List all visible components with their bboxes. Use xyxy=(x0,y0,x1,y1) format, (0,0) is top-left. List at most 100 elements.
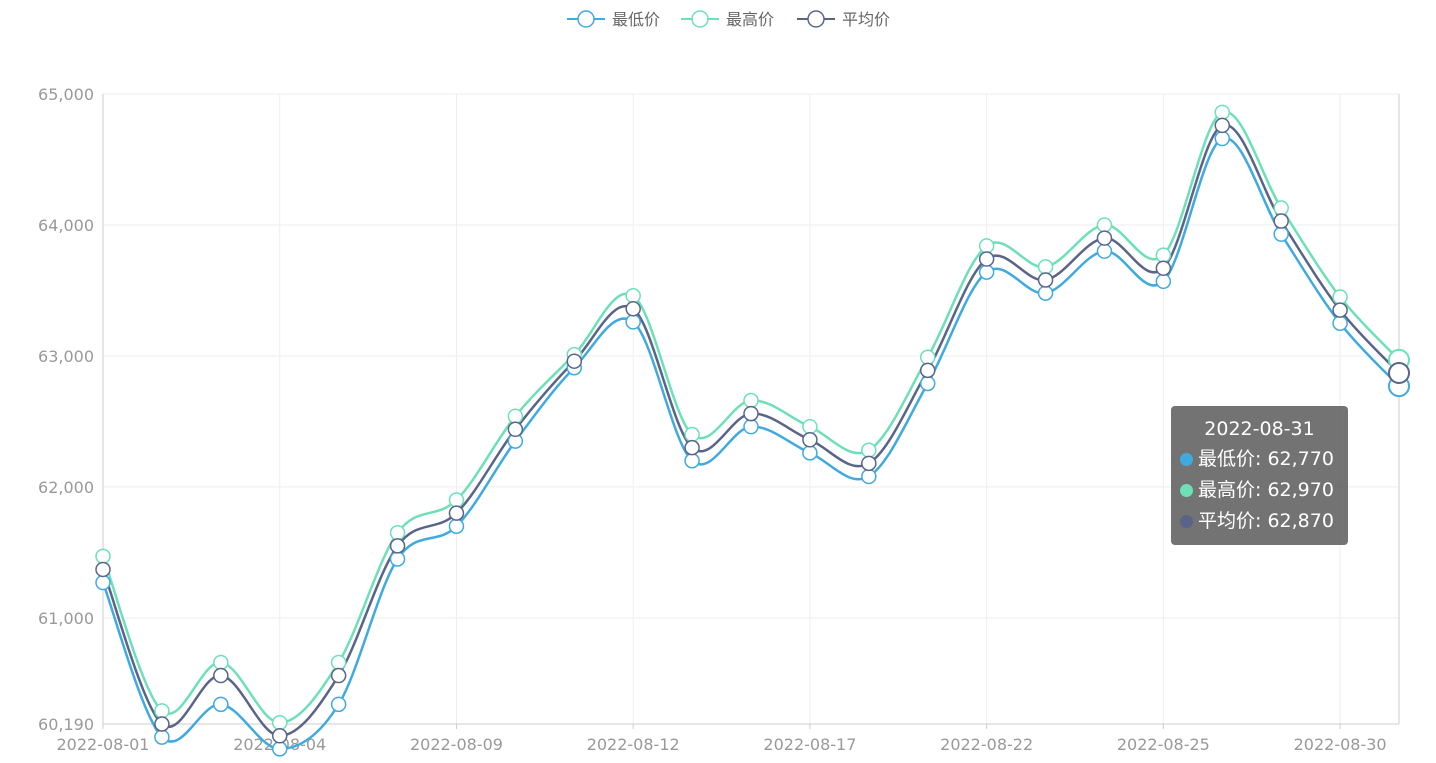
data-point-avg[interactable] xyxy=(1155,260,1172,276)
data-point-high[interactable] xyxy=(507,408,524,424)
data-point-low[interactable] xyxy=(743,418,759,435)
series-line-avg xyxy=(101,123,1400,738)
data-point-avg[interactable] xyxy=(1388,361,1410,384)
data-point-avg[interactable] xyxy=(861,455,877,472)
data-point-high[interactable] xyxy=(1096,217,1113,233)
legend-label-high[interactable]: 最高价 xyxy=(726,10,774,29)
data-point-low[interactable] xyxy=(625,314,641,330)
data-point-high[interactable] xyxy=(95,548,111,565)
data-point-high[interactable] xyxy=(802,418,818,435)
data-point-avg[interactable] xyxy=(1332,302,1348,318)
x-tick-label: 2022-08-17 xyxy=(763,735,856,754)
x-tick-label: 2022-08-12 xyxy=(587,735,680,754)
data-point-low[interactable] xyxy=(213,696,229,713)
data-point-high[interactable] xyxy=(861,442,877,459)
data-point-low[interactable] xyxy=(684,452,700,469)
data-point-low[interactable] xyxy=(95,574,111,591)
data-point-high[interactable] xyxy=(625,287,641,304)
axes: 60,190 61,000 62,000 63,000 64,000 65,000 2022… xyxy=(38,85,1400,754)
y-tick-label: 64,000 xyxy=(38,216,94,235)
data-point-high[interactable] xyxy=(330,654,347,671)
points-layer xyxy=(95,104,1410,757)
data-point-avg[interactable] xyxy=(802,432,818,448)
tooltip-dot-avg xyxy=(1180,515,1193,528)
data-point-low[interactable] xyxy=(271,741,288,757)
tooltip-title: 2022-08-31 xyxy=(1204,418,1315,440)
data-point-high[interactable] xyxy=(1214,104,1231,121)
y-tick-label: 60,190 xyxy=(38,715,94,734)
data-point-low[interactable] xyxy=(389,551,406,567)
data-point-low[interactable] xyxy=(1155,273,1172,290)
data-point-avg[interactable] xyxy=(1037,272,1054,288)
tooltip-row-low: 最低价: 62,770 xyxy=(1180,444,1348,475)
data-point-high[interactable] xyxy=(743,392,759,409)
data-point-avg[interactable] xyxy=(566,353,583,369)
data-point-high[interactable] xyxy=(389,525,406,541)
data-point-low[interactable] xyxy=(978,264,995,280)
data-point-avg[interactable] xyxy=(625,301,641,317)
data-point-low[interactable] xyxy=(802,445,818,461)
tooltip-dot-low xyxy=(1180,453,1193,466)
data-point-avg[interactable] xyxy=(154,716,170,732)
data-point-avg[interactable] xyxy=(389,538,406,554)
data-point-high[interactable] xyxy=(1155,247,1172,263)
y-tick-label: 65,000 xyxy=(38,85,94,104)
data-point-low[interactable] xyxy=(448,518,465,534)
data-point-high[interactable] xyxy=(154,703,170,719)
data-point-avg[interactable] xyxy=(978,251,995,267)
data-point-high[interactable] xyxy=(978,238,995,254)
data-point-high[interactable] xyxy=(448,492,465,508)
tooltip-row-high: 最高价: 62,970 xyxy=(1180,475,1348,506)
legend: 最低价 最高价 平均价 xyxy=(567,10,890,29)
data-point-avg[interactable] xyxy=(1214,117,1231,134)
data-point-high[interactable] xyxy=(1037,259,1054,275)
tooltip-dot-high xyxy=(1180,484,1193,497)
tooltip-row-avg: 平均价: 62,870 xyxy=(1180,506,1348,537)
data-point-avg[interactable] xyxy=(1273,213,1289,229)
tooltip-label-avg: 平均价: 62,870 xyxy=(1198,510,1334,532)
data-point-avg[interactable] xyxy=(919,362,936,379)
y-tick-label: 62,000 xyxy=(38,478,94,497)
data-point-high[interactable] xyxy=(684,426,700,443)
data-point-avg[interactable] xyxy=(507,421,524,438)
x-tick-label: 2022-08-25 xyxy=(1117,735,1210,754)
tooltip-label-low: 最低价: 62,770 xyxy=(1198,448,1334,470)
data-point-low[interactable] xyxy=(154,729,170,745)
tooltip: 2022-08-31 最低价: 62,770 最高价: 62,970 平均价: … xyxy=(1171,406,1348,545)
data-point-avg[interactable] xyxy=(271,728,288,744)
grid xyxy=(102,93,1399,725)
data-point-high[interactable] xyxy=(919,349,936,366)
data-point-low[interactable] xyxy=(1332,315,1348,331)
data-point-low[interactable] xyxy=(1214,130,1231,147)
legend-label-avg[interactable]: 平均价 xyxy=(842,10,890,29)
y-tick-label: 61,000 xyxy=(38,609,94,628)
series-line-high xyxy=(101,110,1400,724)
data-point-avg[interactable] xyxy=(448,505,465,521)
data-point-low[interactable] xyxy=(919,375,936,392)
data-point-high[interactable] xyxy=(1273,200,1289,216)
y-tick-label: 63,000 xyxy=(38,347,94,366)
data-point-high[interactable] xyxy=(271,714,288,731)
legend-marker-avg[interactable] xyxy=(807,10,825,28)
legend-marker-high[interactable] xyxy=(691,10,709,28)
data-point-avg[interactable] xyxy=(330,667,347,684)
x-tick-label: 2022-08-30 xyxy=(1294,735,1387,754)
data-point-high[interactable] xyxy=(1332,289,1348,305)
data-point-avg[interactable] xyxy=(1096,230,1113,246)
data-point-avg[interactable] xyxy=(743,405,759,422)
data-point-avg[interactable] xyxy=(684,439,700,456)
data-point-low[interactable] xyxy=(1273,226,1289,242)
x-tick-label: 2022-08-09 xyxy=(410,735,503,754)
data-point-avg[interactable] xyxy=(213,667,229,684)
data-point-low[interactable] xyxy=(330,696,347,713)
data-point-low[interactable] xyxy=(861,468,877,485)
data-point-avg[interactable] xyxy=(95,561,111,578)
legend-label-low[interactable]: 最低价 xyxy=(612,10,660,29)
legend-marker-low[interactable] xyxy=(577,10,595,28)
data-point-low[interactable] xyxy=(1096,243,1113,259)
data-point-high[interactable] xyxy=(213,654,229,671)
x-tick-label: 2022-08-22 xyxy=(940,735,1033,754)
tooltip-label-high: 最高价: 62,970 xyxy=(1198,479,1334,501)
data-point-low[interactable] xyxy=(1037,285,1054,301)
